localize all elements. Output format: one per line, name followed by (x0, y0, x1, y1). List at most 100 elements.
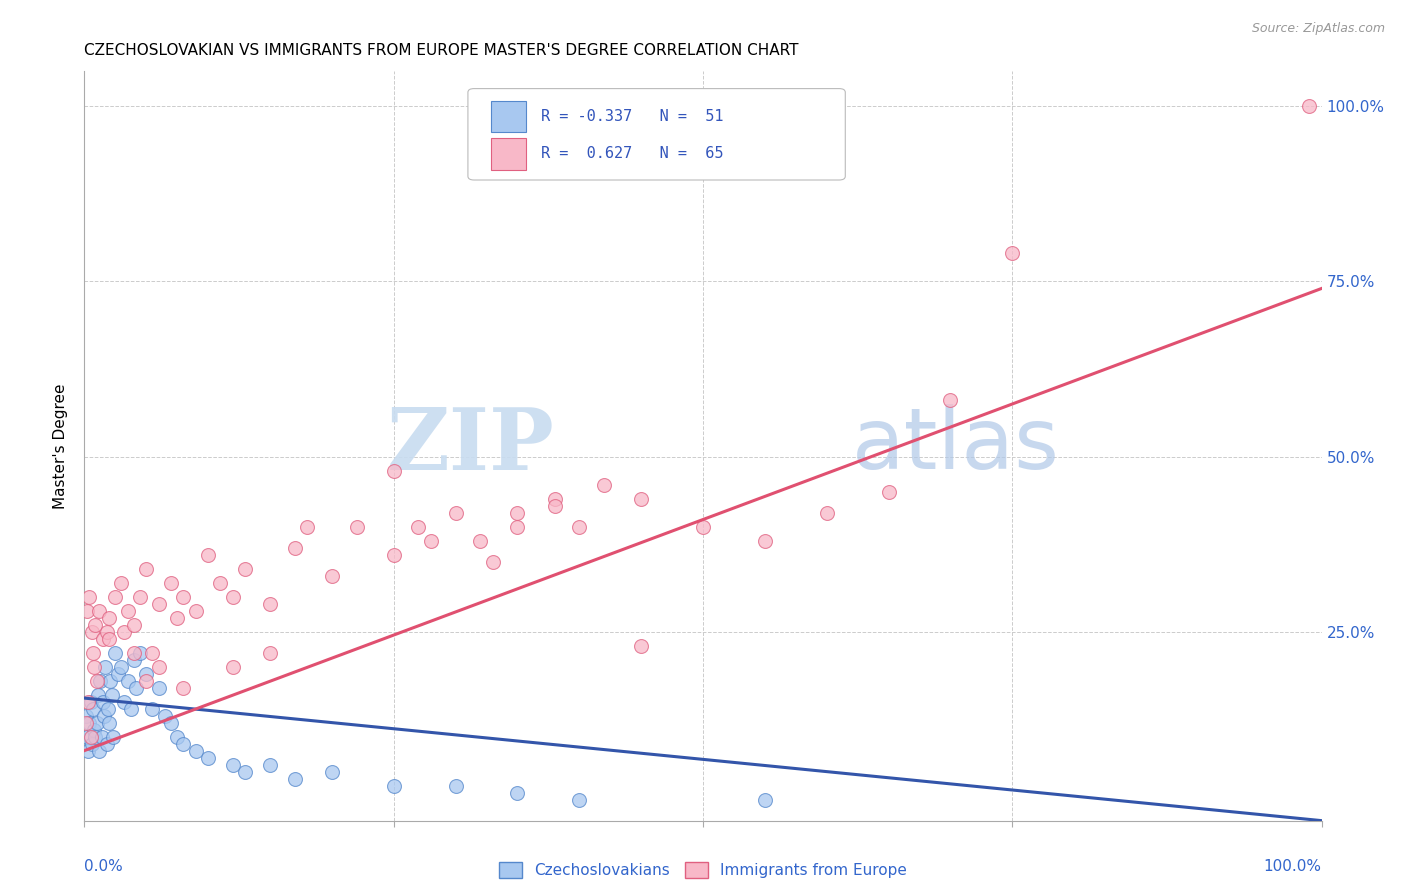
Point (93, 708, 115, 723)
Point (939, 393, 962, 408)
Bar (492, 101, 526, 132)
Point (76, 603, 98, 617)
Point (80, 737, 103, 751)
Point (129, 646, 152, 660)
Point (259, 757, 281, 772)
Text: 100.0%: 100.0% (1264, 859, 1322, 874)
Point (97, 701, 120, 715)
Point (481, 555, 503, 569)
Point (112, 624, 135, 639)
Legend: Czechoslovakians, Immigrants from Europe: Czechoslovakians, Immigrants from Europe (492, 856, 914, 884)
Point (79, 715, 101, 730)
Point (754, 792, 776, 806)
Point (470, 533, 492, 548)
Point (222, 757, 245, 772)
Text: CZECHOSLOVAKIAN VS IMMIGRANTS FROM EUROPE MASTER'S DEGREE CORRELATION CHART: CZECHOSLOVAKIAN VS IMMIGRANTS FROM EUROP… (84, 43, 799, 58)
Point (506, 506, 529, 520)
Point (1298, 99, 1320, 113)
Point (79, 695, 101, 709)
Point (284, 772, 307, 786)
Point (122, 646, 145, 660)
Point (172, 590, 194, 604)
Point (101, 730, 124, 744)
Point (104, 590, 127, 604)
Point (259, 597, 281, 611)
Point (125, 681, 148, 695)
Bar (492, 138, 526, 169)
Point (1001, 246, 1024, 260)
Point (107, 666, 129, 681)
Point (148, 659, 170, 673)
Point (110, 575, 132, 590)
Point (98, 610, 121, 624)
Point (77, 695, 100, 709)
Point (222, 590, 245, 604)
Point (135, 666, 157, 681)
Point (382, 548, 405, 562)
Point (197, 548, 219, 562)
Point (166, 610, 188, 624)
Point (543, 499, 565, 513)
Point (89, 673, 111, 688)
Point (382, 463, 405, 477)
Point (209, 575, 232, 590)
Point (110, 659, 132, 673)
Point (83, 723, 105, 737)
Point (98, 632, 121, 646)
Point (75, 708, 97, 723)
Point (346, 519, 368, 533)
Point (148, 597, 170, 611)
Point (98, 715, 121, 730)
Point (82, 701, 104, 715)
Text: R =  0.627   N =  65: R = 0.627 N = 65 (541, 146, 724, 161)
Point (94, 659, 117, 673)
Point (419, 533, 441, 548)
Point (129, 590, 152, 604)
Point (117, 603, 139, 617)
Point (233, 561, 256, 575)
Point (76, 730, 98, 744)
Point (75, 715, 97, 730)
Point (135, 561, 157, 575)
Point (91, 632, 114, 646)
Point (79, 730, 101, 744)
Point (90, 730, 112, 744)
Point (117, 673, 139, 688)
Point (91, 695, 114, 709)
Point (408, 519, 430, 533)
Text: atlas: atlas (852, 404, 1060, 488)
Point (184, 603, 207, 617)
Point (120, 701, 142, 715)
Point (166, 730, 188, 744)
Point (89, 743, 111, 757)
Point (104, 646, 127, 660)
Point (568, 792, 591, 806)
Point (141, 701, 163, 715)
Point (754, 533, 776, 548)
Point (80, 624, 103, 639)
Point (506, 786, 529, 800)
Y-axis label: Master's Degree: Master's Degree (53, 384, 69, 508)
Point (160, 715, 183, 730)
Point (172, 737, 194, 751)
Point (87, 688, 110, 702)
Point (112, 695, 135, 709)
Point (321, 764, 343, 779)
Point (79, 590, 101, 604)
Point (153, 708, 176, 723)
Point (382, 779, 405, 793)
Point (135, 673, 157, 688)
Point (222, 659, 245, 673)
Point (82, 646, 104, 660)
Point (172, 681, 194, 695)
Point (86, 715, 108, 730)
Point (630, 491, 652, 506)
Point (83, 659, 105, 673)
Point (815, 506, 838, 520)
Point (100, 688, 122, 702)
Point (568, 519, 591, 533)
Text: R = -0.337   N =  51: R = -0.337 N = 51 (541, 109, 724, 124)
Text: Source: ZipAtlas.com: Source: ZipAtlas.com (1251, 22, 1385, 36)
Point (96, 624, 118, 639)
Point (84, 730, 107, 744)
